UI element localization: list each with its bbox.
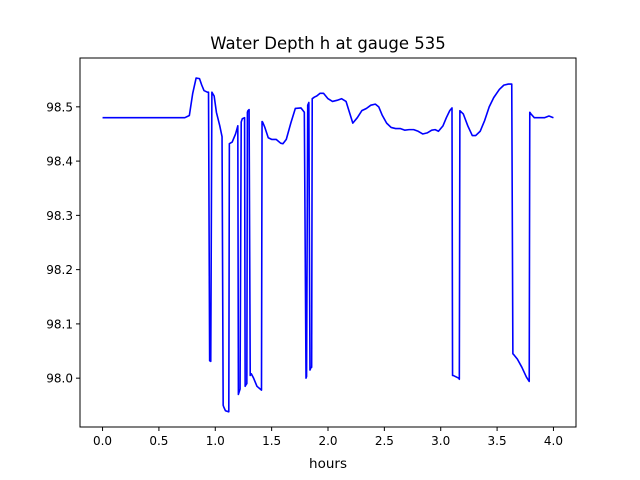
x-tick-label: 3.0 bbox=[431, 434, 450, 448]
x-tick-label: 2.5 bbox=[375, 434, 394, 448]
y-tick-label: 98.2 bbox=[46, 263, 73, 277]
y-tick-label: 98.4 bbox=[46, 155, 73, 169]
y-tick-label: 98.1 bbox=[46, 317, 73, 331]
y-tick-label: 98.5 bbox=[46, 100, 73, 114]
x-tick-label: 4.0 bbox=[544, 434, 563, 448]
x-tick-label: 1.0 bbox=[206, 434, 225, 448]
x-tick-label: 3.5 bbox=[488, 434, 507, 448]
x-axis-label: hours bbox=[309, 456, 347, 472]
x-axis-ticks: 0.0 0.5 1.0 1.5 2.0 2.5 3.0 3.5 4.0 bbox=[93, 427, 563, 448]
x-tick-label: 1.5 bbox=[262, 434, 281, 448]
x-tick-label: 2.0 bbox=[318, 434, 337, 448]
x-tick-label: 0.5 bbox=[149, 434, 168, 448]
y-tick-label: 98.3 bbox=[46, 209, 73, 223]
chart-title: Water Depth h at gauge 535 bbox=[210, 34, 445, 53]
y-tick-label: 98.0 bbox=[46, 372, 73, 386]
plot-area bbox=[102, 77, 554, 413]
series-line-water-depth bbox=[102, 77, 554, 413]
y-axis-ticks: 98.0 98.1 98.2 98.3 98.4 98.5 bbox=[46, 100, 80, 386]
x-tick-label: 0.0 bbox=[93, 434, 112, 448]
